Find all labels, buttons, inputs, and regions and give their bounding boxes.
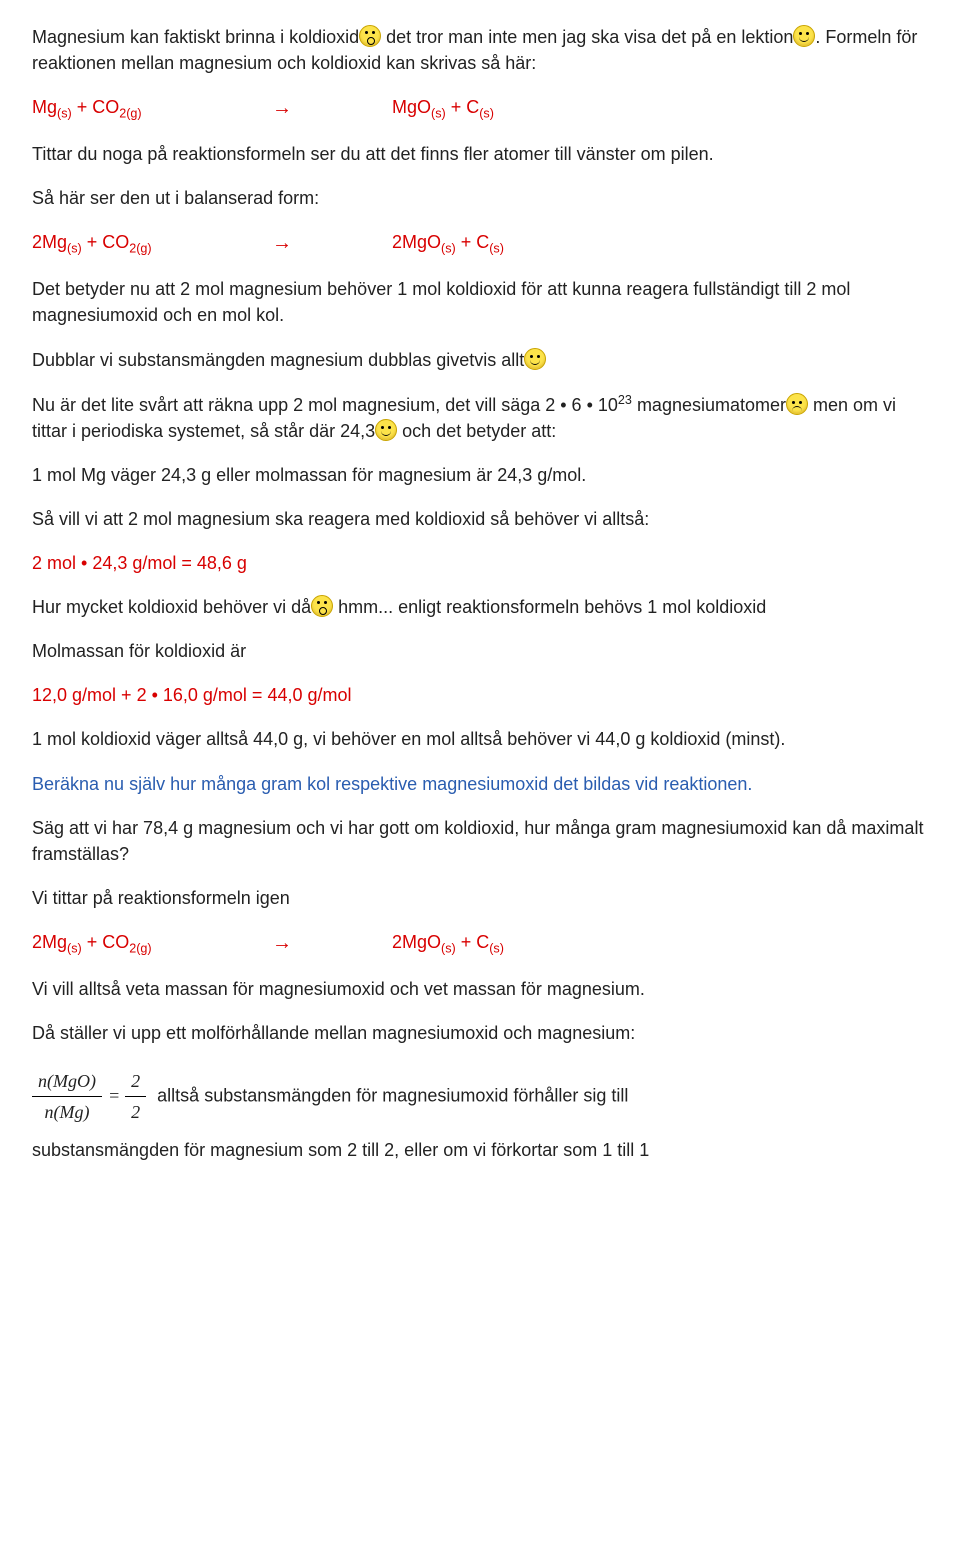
equation-lhs: 2Mg(s) + CO2(g) <box>32 929 272 958</box>
equation-lhs: Mg(s) + CO2(g) <box>32 94 272 123</box>
arrow-icon: → <box>272 94 392 123</box>
sad-emoji-icon <box>786 393 808 415</box>
paragraph-eq-again: Vi tittar på reaktionsformeln igen <box>32 885 928 911</box>
paragraph-want-mass: Vi vill alltså veta massan för magnesium… <box>32 976 928 1002</box>
paragraph-meaning: Det betyder nu att 2 mol magnesium behöv… <box>32 276 928 328</box>
equation-unbalanced: Mg(s) + CO2(g) → MgO(s) + C(s) <box>32 94 928 123</box>
paragraph-co2-need: 1 mol koldioxid väger alltså 44,0 g, vi … <box>32 726 928 752</box>
paragraph-count: Nu är det lite svårt att räkna upp 2 mol… <box>32 391 928 444</box>
text: det tror man inte men jag ska visa det p… <box>381 27 793 47</box>
fraction-denominator: 2 <box>125 1097 146 1125</box>
text: hmm... enligt reaktionsformeln behövs 1 … <box>333 597 766 617</box>
paragraph-intro: Magnesium kan faktiskt brinna i koldioxi… <box>32 24 928 76</box>
equation-lhs: 2Mg(s) + CO2(g) <box>32 229 272 258</box>
smile-emoji-icon <box>375 419 397 441</box>
text: Nu är det lite svårt att räkna upp 2 mol… <box>32 395 618 415</box>
paragraph-co2-molmass-label: Molmassan för koldioxid är <box>32 638 928 664</box>
text: Dubblar vi substansmängden magnesium dub… <box>32 350 524 370</box>
text: och det betyder att: <box>397 421 556 441</box>
equation-rhs: MgO(s) + C(s) <box>392 94 494 123</box>
paragraph-double: Dubblar vi substansmängden magnesium dub… <box>32 347 928 373</box>
paragraph-balanced-intro: Så här ser den ut i balanserad form: <box>32 185 928 211</box>
equation-rhs: 2MgO(s) + C(s) <box>392 929 504 958</box>
paragraph-co2-question: Hur mycket koldioxid behöver vi då hmm..… <box>32 594 928 620</box>
fraction-left: n(MgO) n(Mg) <box>32 1068 102 1125</box>
text: Magnesium kan faktiskt brinna i koldioxi… <box>32 27 359 47</box>
arrow-icon: → <box>272 929 392 958</box>
fraction-numerator: 2 <box>125 1068 146 1097</box>
paragraph-mole-ratio-cont: substansmängden för magnesium som 2 till… <box>32 1137 928 1163</box>
paragraph-mole-ratio-intro: Då ställer vi upp ett molförhållande mel… <box>32 1020 928 1046</box>
equation-balanced: 2Mg(s) + CO2(g) → 2MgO(s) + C(s) <box>32 229 928 258</box>
equals: = <box>108 1085 120 1105</box>
calc-mg-mass: 2 mol • 24,3 g/mol = 48,6 g <box>32 550 928 576</box>
paragraph-mole-ratio: n(MgO) n(Mg) = 2 2 alltså substansmängde… <box>32 1064 928 1129</box>
exponent: 23 <box>618 393 632 407</box>
equation-balanced-repeat: 2Mg(s) + CO2(g) → 2MgO(s) + C(s) <box>32 929 928 958</box>
smile-emoji-icon <box>793 25 815 47</box>
fraction-right: 2 2 <box>125 1068 146 1125</box>
paragraph-molmass-mg: 1 mol Mg väger 24,3 g eller molmassan fö… <box>32 462 928 488</box>
paragraph-need: Så vill vi att 2 mol magnesium ska reage… <box>32 506 928 532</box>
calc-co2-molmass: 12,0 g/mol + 2 • 16,0 g/mol = 44,0 g/mol <box>32 682 928 708</box>
fraction-denominator: n(Mg) <box>32 1097 102 1125</box>
surprised-emoji-icon <box>311 595 333 617</box>
surprised-emoji-icon <box>359 25 381 47</box>
fraction-numerator: n(MgO) <box>32 1068 102 1097</box>
smile-emoji-icon <box>524 348 546 370</box>
text: alltså substansmängden för magnesiumoxid… <box>157 1085 628 1105</box>
text: magnesiumatomer <box>637 395 786 415</box>
text: Hur mycket koldioxid behöver vi då <box>32 597 311 617</box>
equation-rhs: 2MgO(s) + C(s) <box>392 229 504 258</box>
exercise-prompt: Beräkna nu själv hur många gram kol resp… <box>32 771 928 797</box>
arrow-icon: → <box>272 229 392 258</box>
paragraph-notice: Tittar du noga på reaktionsformeln ser d… <box>32 141 928 167</box>
paragraph-problem: Säg att vi har 78,4 g magnesium och vi h… <box>32 815 928 867</box>
